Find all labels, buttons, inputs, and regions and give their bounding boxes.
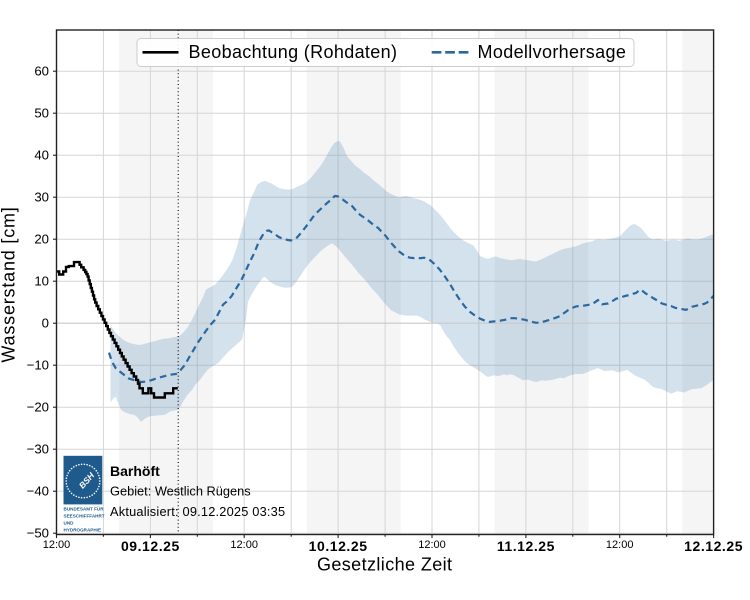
svg-text:09.12.25: 09.12.25 (121, 538, 180, 554)
svg-text:Barhöft: Barhöft (110, 463, 160, 479)
svg-text:60: 60 (34, 64, 49, 79)
svg-text:Modellvorhersage: Modellvorhersage (478, 42, 627, 62)
svg-text:12:00: 12:00 (606, 539, 634, 551)
svg-text:UND: UND (64, 521, 75, 526)
svg-text:12:00: 12:00 (418, 539, 446, 551)
svg-text:12:00: 12:00 (43, 539, 71, 551)
svg-text:Wasserstand [cm]: Wasserstand [cm] (0, 206, 19, 362)
svg-text:Aktualisiert: 09.12.2025 03:35: Aktualisiert: 09.12.2025 03:35 (110, 504, 285, 519)
svg-text:40: 40 (34, 148, 49, 163)
svg-text:Gebiet: Westlich Rügens: Gebiet: Westlich Rügens (110, 484, 251, 499)
svg-text:−10: −10 (27, 358, 49, 373)
svg-text:BUNDESAMT FÜR: BUNDESAMT FÜR (64, 506, 105, 512)
svg-text:SEESCHIFFFAHRT: SEESCHIFFFAHRT (64, 514, 105, 519)
svg-text:10: 10 (34, 274, 49, 289)
svg-text:−40: −40 (27, 484, 49, 499)
svg-text:11.12.25: 11.12.25 (497, 538, 555, 554)
svg-text:30: 30 (34, 190, 49, 205)
svg-text:Gesetzliche Zeit: Gesetzliche Zeit (317, 555, 452, 575)
svg-text:12:00: 12:00 (230, 539, 258, 551)
svg-text:20: 20 (34, 232, 49, 247)
svg-text:−50: −50 (27, 526, 49, 541)
svg-text:50: 50 (34, 106, 49, 121)
svg-text:12.12.25: 12.12.25 (684, 538, 743, 554)
svg-text:−30: −30 (27, 442, 49, 457)
svg-text:0: 0 (42, 316, 49, 331)
svg-text:HYDROGRAPHIE: HYDROGRAPHIE (64, 528, 102, 533)
svg-text:Beobachtung (Rohdaten): Beobachtung (Rohdaten) (189, 42, 398, 62)
svg-text:−20: −20 (27, 400, 49, 415)
svg-text:10.12.25: 10.12.25 (309, 538, 368, 554)
